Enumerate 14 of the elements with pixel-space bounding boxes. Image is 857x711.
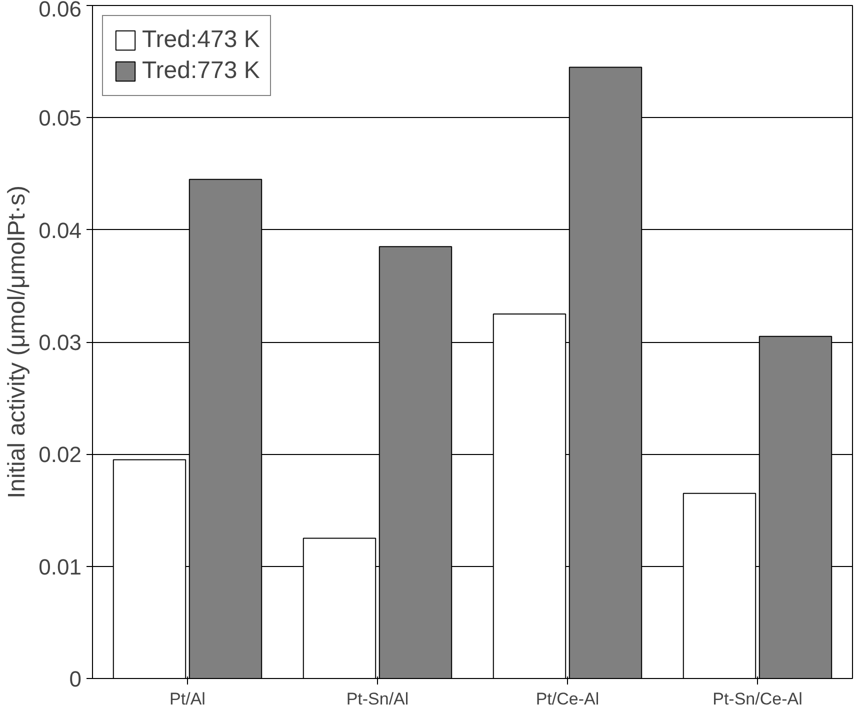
y-tick-label: 0 [69, 666, 82, 692]
x-tick-label: Pt-Sn/Ce-Al [712, 690, 802, 708]
y-tick-label: 0.06 [38, 0, 82, 22]
x-tick-label: Pt/Al [170, 690, 206, 708]
x-tick-label: Pt/Ce-Al [536, 690, 600, 708]
legend-label: Tred:473 K [142, 26, 260, 54]
legend-label: Tred:773 K [142, 57, 260, 85]
y-tick-label: 0.05 [38, 106, 82, 131]
y-tick-label: 0.01 [38, 554, 82, 580]
y-tick-label: 0.03 [38, 330, 82, 355]
y-tick-label: 0.04 [38, 218, 82, 243]
y-tick-label: 0.02 [38, 442, 82, 468]
y-axis-title: Initial activity (μmol/μmolPt·s) [4, 185, 31, 499]
x-tick-label: Pt-Sn/Al [346, 690, 409, 708]
